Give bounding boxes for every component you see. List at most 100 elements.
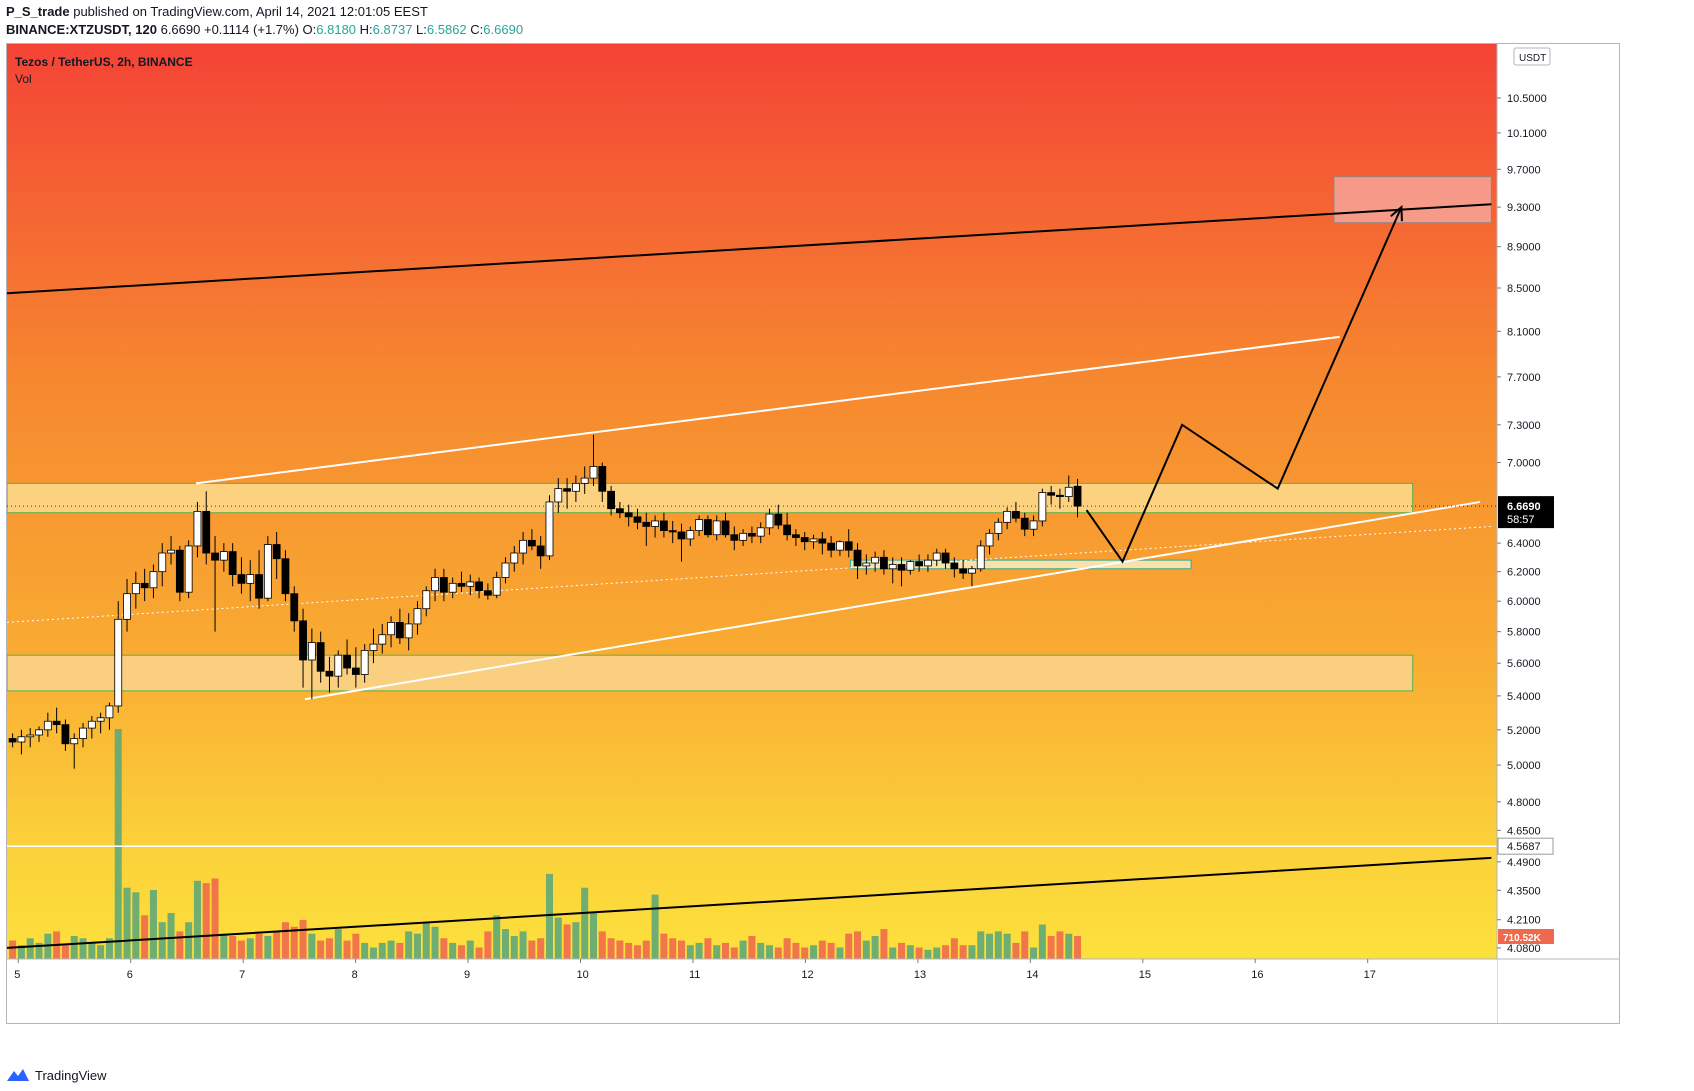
- candle-body: [730, 534, 739, 541]
- candle-body: [853, 549, 862, 567]
- price-tick-label: 4.0800: [1507, 943, 1541, 955]
- volume-bar: [854, 931, 862, 959]
- candle-body: [1029, 520, 1038, 530]
- candle-body: [17, 736, 26, 743]
- volume-bar: [158, 922, 166, 959]
- tradingview-logo-icon: [7, 1069, 29, 1081]
- candle-body: [668, 530, 677, 533]
- volume-bar: [862, 940, 870, 959]
- chart-title: Tezos / TetherUS, 2h, BINANCE: [15, 55, 193, 69]
- volume-bar: [1047, 936, 1055, 959]
- volume-bar: [1030, 947, 1038, 959]
- volume-bar: [440, 938, 448, 959]
- volume-bar: [35, 942, 43, 959]
- volume-bar: [994, 931, 1002, 959]
- zone-rect-3: [1333, 176, 1492, 224]
- volume-bar: [387, 940, 395, 959]
- chart-area[interactable]: USDT 10.5000 10.1000 9.7000 9.3000 8.9000 8.50…: [6, 43, 1620, 1024]
- price-tick-label: 9.3000: [1507, 202, 1541, 214]
- volume-bar: [986, 933, 994, 959]
- time-tick-label: 8: [352, 969, 358, 981]
- price-tick-label: 5.4000: [1507, 691, 1541, 703]
- time-tick-label: 16: [1251, 969, 1263, 981]
- candle-body: [624, 512, 633, 518]
- price-chart[interactable]: USDT 10.5000 10.1000 9.7000 9.3000 8.9000 8.50…: [7, 44, 1620, 1024]
- price-tick-label: 8.5000: [1507, 283, 1541, 295]
- volume-bar: [281, 922, 289, 959]
- candle-body: [844, 541, 853, 551]
- volume-bar: [114, 729, 122, 959]
- volume-bar: [484, 931, 492, 959]
- candle-body: [888, 564, 897, 570]
- volume-bar: [572, 922, 580, 959]
- volume-bar: [1056, 931, 1064, 959]
- trendline-2: [304, 500, 1481, 701]
- candle-body: [325, 670, 334, 677]
- volume-bar: [598, 931, 606, 959]
- volume-bar: [739, 940, 747, 959]
- candle-body: [545, 501, 554, 557]
- volume-bar: [308, 933, 316, 959]
- price-tick-label: 4.8000: [1507, 797, 1541, 809]
- candle-body: [466, 581, 475, 587]
- volume-indicator-label[interactable]: Vol: [15, 72, 32, 86]
- volume-bar: [704, 938, 712, 959]
- candle-body: [131, 582, 140, 595]
- candle-body: [316, 642, 325, 672]
- symbol-quote-line: BINANCE:XTZUSDT, 120 6.6690 +0.1114 (+1.…: [6, 22, 523, 37]
- volume-bar: [633, 945, 641, 959]
- hline-price-label: 4.5687: [1507, 841, 1541, 853]
- candle-body: [492, 577, 501, 596]
- volume-bar: [942, 945, 950, 959]
- candle-body: [1020, 517, 1029, 530]
- open-label: O:: [302, 22, 317, 37]
- bar-countdown-label: 58:57: [1507, 514, 1535, 526]
- candle-body: [334, 654, 343, 677]
- volume-bar: [722, 942, 730, 959]
- candle-body: [149, 571, 158, 589]
- trendline-1: [195, 335, 1340, 485]
- candle-body: [1038, 492, 1047, 522]
- volume-bar: [563, 924, 571, 959]
- volume-bar: [801, 947, 809, 959]
- candle-body: [263, 544, 272, 599]
- candle-body: [994, 521, 1003, 534]
- volume-bar: [317, 940, 325, 959]
- volume-bar: [519, 931, 527, 959]
- candle-body: [809, 538, 818, 543]
- candle-body: [307, 642, 316, 661]
- candle-body: [633, 516, 642, 523]
- zone-rect-1: [7, 654, 1414, 692]
- candle-body: [571, 482, 580, 492]
- volume-bar: [537, 938, 545, 959]
- volume-bar: [757, 942, 765, 959]
- candle-body: [228, 551, 237, 575]
- footer-brand[interactable]: TradingView: [35, 1067, 107, 1083]
- volume-bar: [123, 887, 131, 959]
- price-tick-label: 4.6500: [1507, 825, 1541, 837]
- volume-bar: [1038, 924, 1046, 959]
- volume-bar: [264, 936, 272, 959]
- low-label: L:: [416, 22, 427, 37]
- candle-body: [299, 620, 307, 661]
- volume-bar: [431, 926, 439, 959]
- candle-body: [800, 537, 809, 543]
- candle-body: [642, 521, 651, 527]
- volume-bar: [325, 938, 333, 959]
- candle-body: [580, 477, 589, 484]
- publisher-name[interactable]: P_S_trade: [6, 4, 70, 19]
- volume-bar: [1003, 933, 1011, 959]
- trendline-3: [7, 856, 1492, 949]
- volume-bar: [651, 894, 659, 959]
- time-tick-label: 11: [689, 969, 700, 981]
- volume-bar: [290, 926, 298, 959]
- candle-body: [351, 667, 360, 675]
- published-text: published on TradingView.com, April 14, …: [73, 4, 428, 19]
- volume-bar: [9, 940, 17, 959]
- volume-bar: [132, 892, 140, 959]
- candle-body: [871, 556, 880, 564]
- volume-bar: [413, 933, 421, 959]
- candle-body: [272, 544, 281, 560]
- low-value: 6.5862: [426, 22, 467, 37]
- close-label: C:: [470, 22, 484, 37]
